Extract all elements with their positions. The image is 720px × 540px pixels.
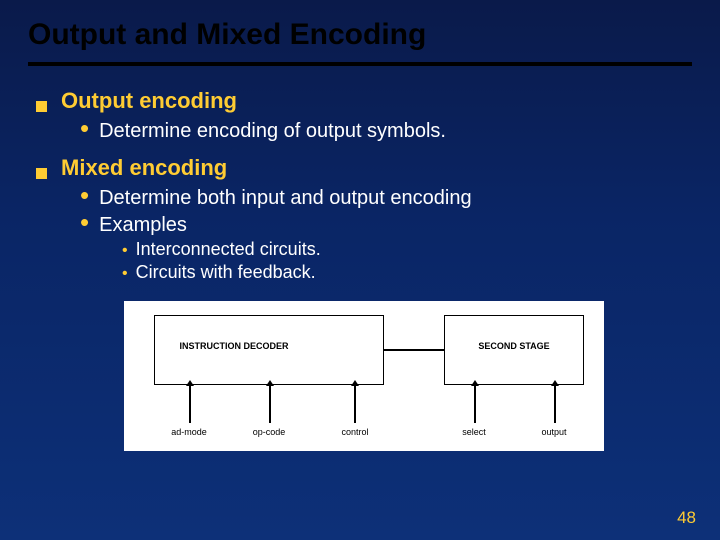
slide-title: Output and Mixed Encoding xyxy=(28,18,692,62)
dot-bullet-icon: • xyxy=(80,118,89,138)
dot-bullet-icon: • xyxy=(80,185,89,205)
arrow-control xyxy=(354,385,356,423)
block-diagram: INSTRUCTION DECODER SECOND STAGE ad-mode… xyxy=(124,301,604,451)
arrow-opcode xyxy=(269,385,271,423)
second-stage-label: SECOND STAGE xyxy=(459,341,569,351)
arrow-admode xyxy=(189,385,191,423)
instruction-decoder-label: INSTRUCTION DECODER xyxy=(174,341,294,351)
bullet-mixed-encoding: Mixed encoding xyxy=(36,155,692,181)
label-admode: ad-mode xyxy=(164,427,214,437)
bullet-output-encoding: Output encoding xyxy=(36,88,692,114)
title-underline xyxy=(28,62,692,66)
heading-output-encoding: Output encoding xyxy=(61,88,237,114)
text-mixed-2: Examples xyxy=(99,214,187,237)
page-number: 48 xyxy=(677,508,696,528)
subbullet-mixed-1: • Determine both input and output encodi… xyxy=(80,185,692,210)
label-control: control xyxy=(332,427,378,437)
arrow-output xyxy=(554,385,556,423)
small-dot-icon: • xyxy=(122,242,128,260)
arrow-select xyxy=(474,385,476,423)
subsub-1: • Interconnected circuits. xyxy=(122,239,692,260)
content-area: Output encoding • Determine encoding of … xyxy=(28,88,692,451)
label-select: select xyxy=(454,427,494,437)
text-subsub-2: Circuits with feedback. xyxy=(136,262,316,283)
small-dot-icon: • xyxy=(122,265,128,283)
heading-mixed-encoding: Mixed encoding xyxy=(61,155,227,181)
label-output: output xyxy=(534,427,574,437)
square-bullet-icon xyxy=(36,101,47,112)
label-opcode: op-code xyxy=(244,427,294,437)
subbullet-mixed-2: • Examples xyxy=(80,212,692,237)
text-output-1: Determine encoding of output symbols. xyxy=(99,120,446,143)
subbullet-output-1: • Determine encoding of output symbols. xyxy=(80,118,692,143)
dot-bullet-icon: • xyxy=(80,212,89,232)
text-mixed-1: Determine both input and output encoding xyxy=(99,187,472,210)
text-subsub-1: Interconnected circuits. xyxy=(136,239,321,260)
diagram-container: INSTRUCTION DECODER SECOND STAGE ad-mode… xyxy=(36,301,692,451)
connector-line xyxy=(384,349,444,351)
subsub-2: • Circuits with feedback. xyxy=(122,262,692,283)
square-bullet-icon xyxy=(36,168,47,179)
